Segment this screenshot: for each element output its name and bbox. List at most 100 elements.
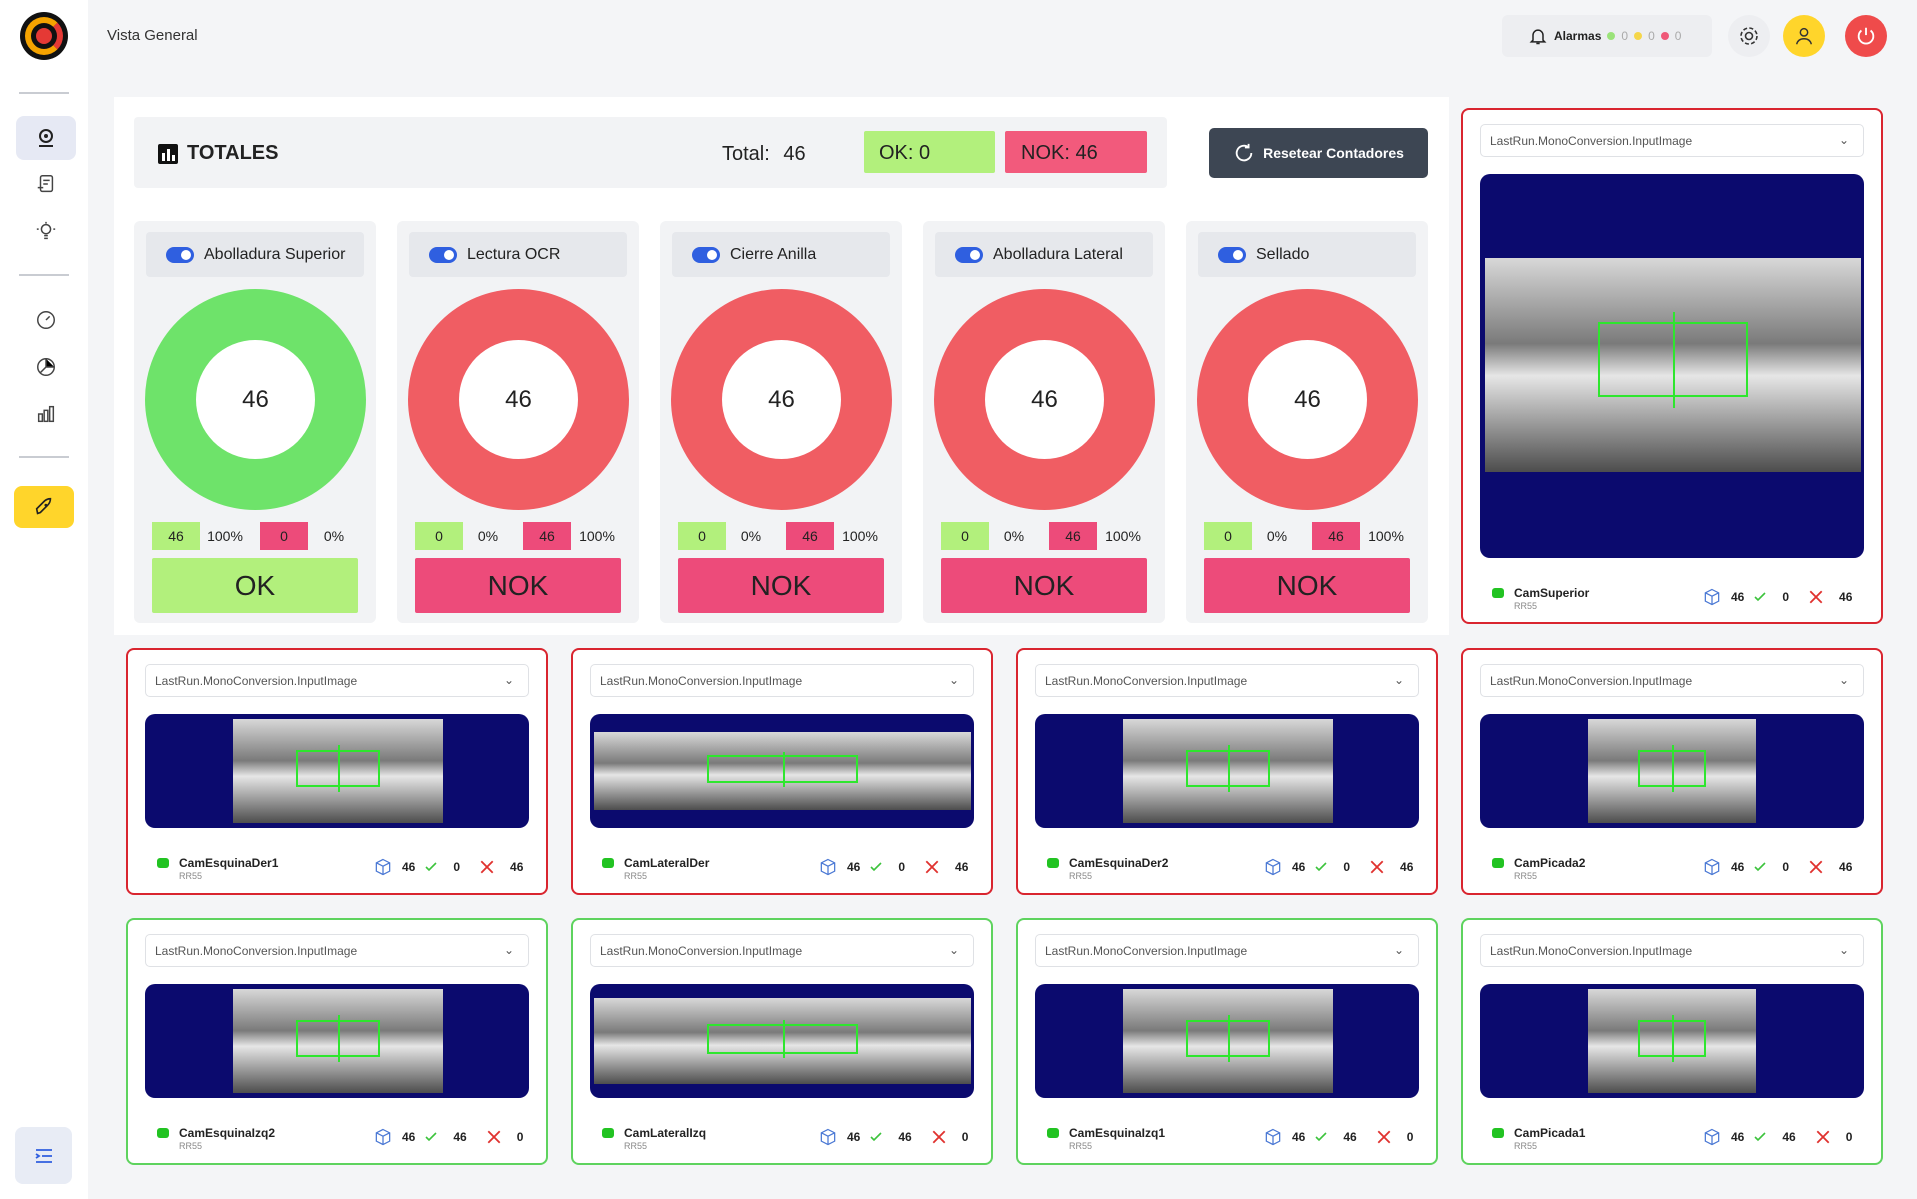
pie-chart-icon[interactable] <box>16 345 76 389</box>
inspection-name: Sellado <box>1256 245 1310 263</box>
camera-name: CamEsquinaDer2 <box>1069 856 1169 870</box>
app-logo[interactable] <box>20 12 68 60</box>
image-source-select[interactable]: LastRun.MonoConversion.InputImage ⌄ <box>1480 934 1864 967</box>
camera-ok-count: 0 <box>453 860 461 874</box>
camera-subtitle: RR55 <box>1514 601 1538 611</box>
bar-chart-icon[interactable] <box>16 392 76 436</box>
inspection-donut-chart: 46 <box>1197 289 1418 510</box>
camera-viewport[interactable] <box>145 714 529 828</box>
camera-stats: 46 0 46 <box>818 857 968 877</box>
inspection-count: 46 <box>1031 385 1058 413</box>
image-source-select[interactable]: LastRun.MonoConversion.InputImage ⌄ <box>1035 934 1419 967</box>
camera-image <box>1485 258 1861 472</box>
alarms-button[interactable]: Alarmas 0 0 0 <box>1502 15 1712 57</box>
image-source-value: LastRun.MonoConversion.InputImage <box>155 673 358 688</box>
camera-stats: 46 46 0 <box>1702 1127 1852 1147</box>
camera-ok-count: 46 <box>453 1130 467 1144</box>
speedometer-icon[interactable] <box>16 298 76 342</box>
image-source-select[interactable]: LastRun.MonoConversion.InputImage ⌄ <box>145 934 529 967</box>
camera-viewport[interactable] <box>590 714 974 828</box>
inspection-toggle[interactable] <box>429 246 457 263</box>
camera-viewport[interactable] <box>1035 984 1419 1098</box>
image-source-select[interactable]: LastRun.MonoConversion.InputImage ⌄ <box>590 664 974 697</box>
ok-count-badge: 0 <box>678 522 726 550</box>
chevron-down-icon: ⌄ <box>1393 943 1404 957</box>
image-source-value: LastRun.MonoConversion.InputImage <box>1490 133 1693 148</box>
inspection-name: Abolladura Superior <box>204 245 346 263</box>
camera-card: LastRun.MonoConversion.InputImage ⌄ CamE… <box>126 918 548 1165</box>
bell-icon <box>1529 29 1547 45</box>
camera-stats: 46 0 46 <box>373 857 523 877</box>
inspection-header: Cierre Anilla <box>672 232 890 277</box>
camera-status-icon <box>1492 858 1504 868</box>
camera-viewport[interactable] <box>1480 174 1864 558</box>
camera-total: 46 <box>1731 860 1745 874</box>
user-icon[interactable] <box>1783 15 1825 57</box>
check-icon <box>1315 1132 1327 1142</box>
camera-viewport[interactable] <box>1035 714 1419 828</box>
image-source-select[interactable]: LastRun.MonoConversion.InputImage ⌄ <box>1480 664 1864 697</box>
camera-viewport[interactable] <box>590 984 974 1098</box>
collapse-menu-icon[interactable] <box>15 1127 72 1184</box>
cube-icon <box>1265 1128 1281 1146</box>
total-value: 46 <box>783 143 806 165</box>
power-icon[interactable] <box>1845 15 1887 57</box>
recipe-icon[interactable] <box>16 162 76 206</box>
image-source-select[interactable]: LastRun.MonoConversion.InputImage ⌄ <box>1035 664 1419 697</box>
chevron-down-icon: ⌄ <box>503 943 514 957</box>
total-label: Total: <box>722 143 770 165</box>
image-source-select[interactable]: LastRun.MonoConversion.InputImage ⌄ <box>1480 124 1864 157</box>
camera-subtitle: RR55 <box>624 1141 648 1151</box>
inspection-name: Cierre Anilla <box>730 245 817 263</box>
cube-icon <box>375 1128 391 1146</box>
camera-name: CamLateralDer <box>624 856 710 870</box>
camera-status-icon <box>1492 588 1504 598</box>
camera-viewport[interactable] <box>145 984 529 1098</box>
cross-icon <box>932 1130 946 1144</box>
alarm-count: 0 <box>1621 29 1629 43</box>
page-title: Vista General <box>107 27 198 44</box>
detection-marker <box>782 751 785 787</box>
camera-ok-count: 46 <box>1343 1130 1357 1144</box>
inspection-toggle[interactable] <box>1218 246 1246 263</box>
camera-card: LastRun.MonoConversion.InputImage ⌄ CamL… <box>571 648 993 895</box>
image-source-value: LastRun.MonoConversion.InputImage <box>600 943 803 958</box>
donut-center: 46 <box>1248 340 1367 459</box>
inspection-toggle[interactable] <box>166 246 194 263</box>
nok-count-badge: 46 <box>523 522 571 550</box>
vision-icon[interactable] <box>16 116 76 160</box>
chevron-down-icon: ⌄ <box>1838 133 1849 147</box>
nok-count-badge: 46 <box>1312 522 1360 550</box>
reset-counters-button[interactable]: Resetear Contadores <box>1209 128 1428 178</box>
cube-icon <box>1704 1128 1720 1146</box>
camera-stats: 46 46 0 <box>818 1127 968 1147</box>
ok-percent: 0% <box>740 528 762 544</box>
camera-viewport[interactable] <box>1480 984 1864 1098</box>
camera-nok-count: 0 <box>961 1130 969 1144</box>
inspection-toggle[interactable] <box>955 246 983 263</box>
inspection-count: 46 <box>1294 385 1321 413</box>
nok-count-badge: 46 <box>786 522 834 550</box>
camera-status-icon <box>602 1128 614 1138</box>
camera-subtitle: RR55 <box>624 871 648 881</box>
inspection-card: Abolladura Lateral 46 0 0% 46 100% NOK <box>923 221 1165 623</box>
image-source-select[interactable]: LastRun.MonoConversion.InputImage ⌄ <box>590 934 974 967</box>
inspection-card: Lectura OCR 46 0 0% 46 100% NOK <box>397 221 639 623</box>
ok-count-badge: 0 <box>415 522 463 550</box>
camera-subtitle: RR55 <box>179 871 203 881</box>
camera-name: CamPicada1 <box>1514 1126 1586 1140</box>
rocket-icon[interactable] <box>14 486 74 528</box>
camera-stats: 46 0 46 <box>1263 857 1413 877</box>
cube-icon <box>820 1128 836 1146</box>
divider <box>19 274 69 276</box>
camera-total: 46 <box>847 860 861 874</box>
camera-ok-count: 46 <box>898 1130 912 1144</box>
inspection-toggle[interactable] <box>692 246 720 263</box>
camera-image <box>594 732 971 810</box>
bulb-icon[interactable] <box>16 209 76 253</box>
camera-viewport[interactable] <box>1480 714 1864 828</box>
image-source-select[interactable]: LastRun.MonoConversion.InputImage ⌄ <box>145 664 529 697</box>
gear-icon[interactable] <box>1728 15 1770 57</box>
inspection-donut-chart: 46 <box>145 289 366 510</box>
detection-marker <box>1672 1015 1674 1062</box>
